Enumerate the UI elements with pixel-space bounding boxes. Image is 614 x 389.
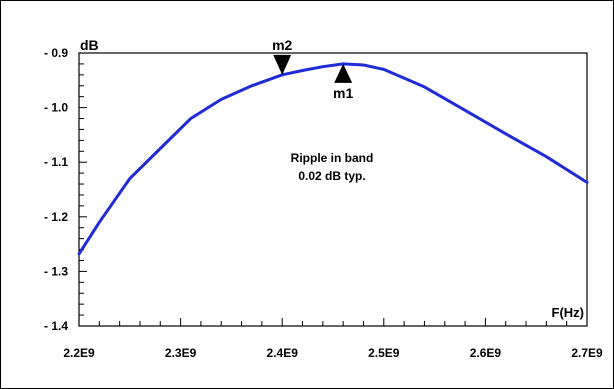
y-tick-label: - 1.3: [44, 264, 68, 278]
ticks-layer: 2.2E9 2.3E9 2.4E9 2.5E9 2.6E9 2.7E9 - 0.9 - 1.0…: [44, 46, 603, 360]
marker-m1-label: m1: [333, 85, 353, 101]
marker-m2-triangle: [273, 54, 292, 75]
plot-area: [78, 52, 588, 327]
marker-m1-triangle: [334, 63, 353, 83]
x-tick-label: 2.3E9: [165, 346, 197, 360]
markers-layer: m2 m1: [272, 37, 353, 101]
x-tick-label: 2.6E9: [470, 346, 502, 360]
annotation-line-2: 0.02 dB typ.: [298, 169, 365, 183]
y-tick-label: - 1.0: [44, 101, 68, 115]
x-tick-label: 2.4E9: [267, 346, 299, 360]
y-tick-label: - 1.2: [44, 210, 68, 224]
x-tick-label: 2.2E9: [63, 346, 95, 360]
series-line-0: [77, 62, 589, 256]
y-tick-label: - 0.9: [44, 46, 68, 60]
x-tick-label: 2.5E9: [368, 346, 400, 360]
y-axis-label: dB: [80, 37, 99, 53]
y-tick-label: - 1.1: [44, 155, 68, 169]
x-axis-label: F(Hz): [552, 305, 585, 320]
marker-m2-label: m2: [272, 37, 292, 53]
y-tick-label: - 1.4: [44, 319, 68, 333]
x-tick-label: 2.7E9: [571, 346, 603, 360]
series-layer: [77, 62, 589, 256]
annotation-line-1: Ripple in band: [291, 151, 374, 165]
ripple-annotation: Ripple in band 0.02 dB typ.: [278, 144, 387, 186]
annotation-box: [278, 144, 387, 186]
